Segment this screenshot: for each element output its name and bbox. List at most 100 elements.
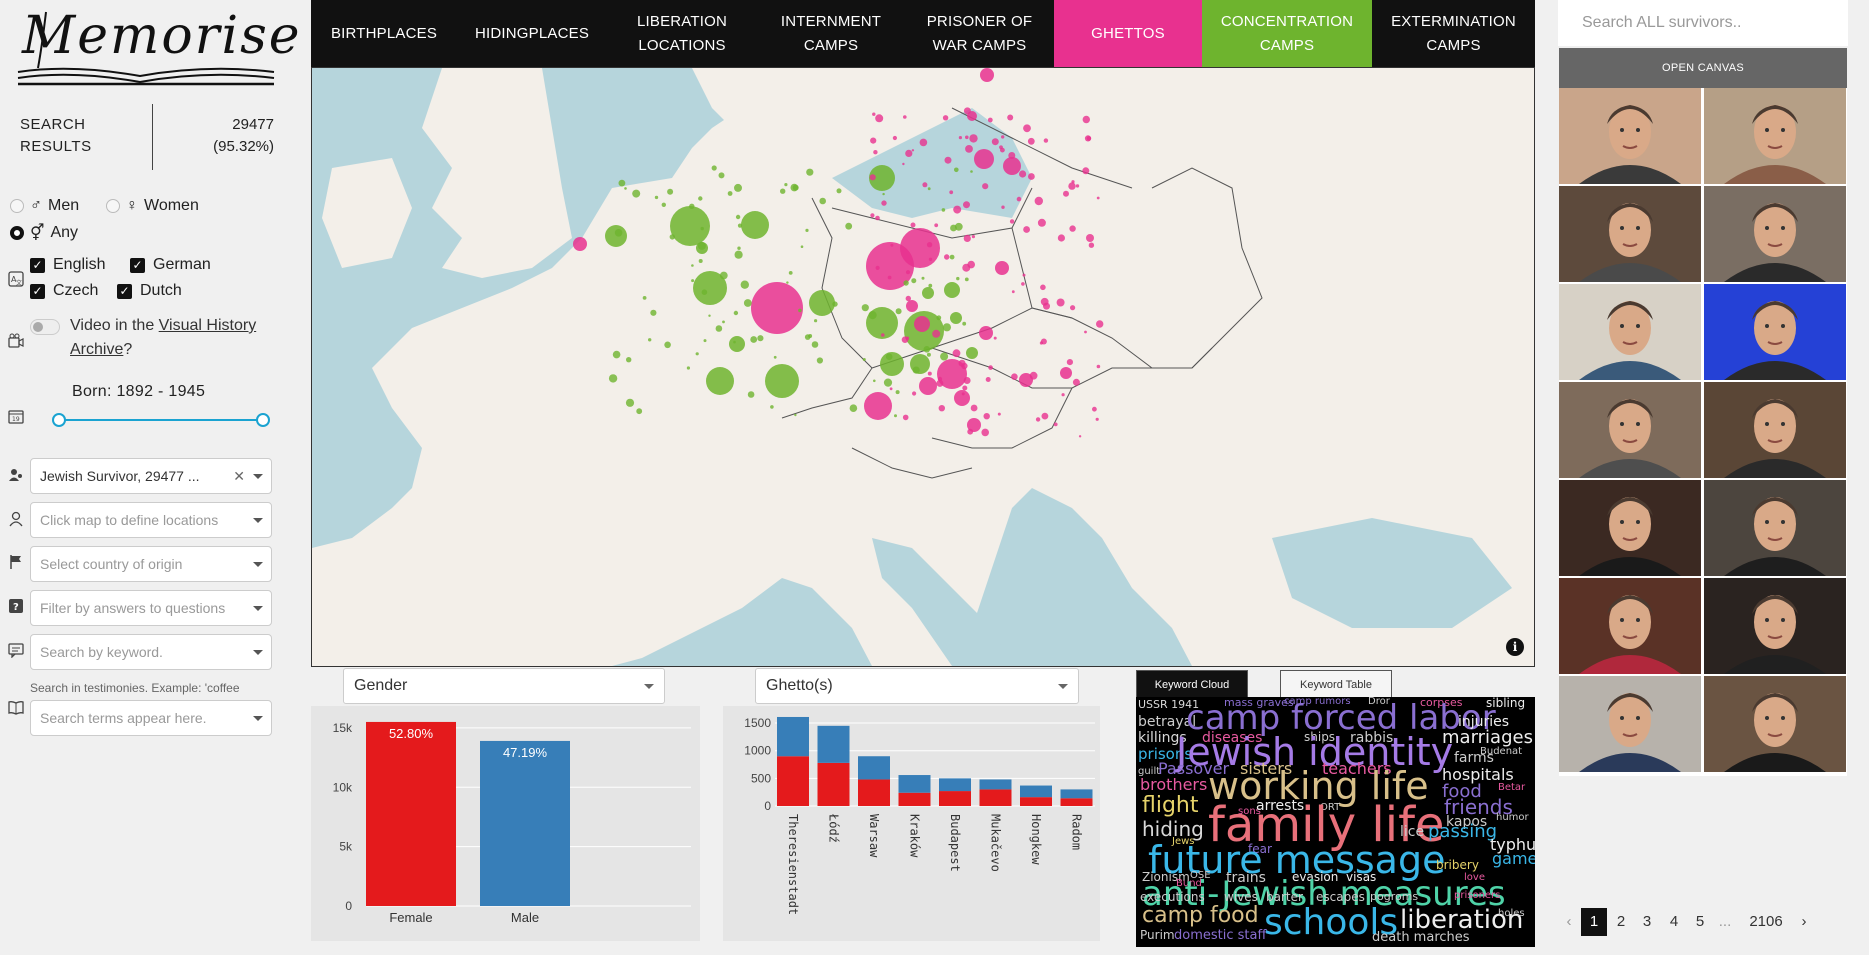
bar-segment[interactable] xyxy=(939,791,971,806)
keyword-cloud-word[interactable]: Purim xyxy=(1140,928,1175,942)
map-marker[interactable] xyxy=(1043,302,1050,310)
map-marker[interactable] xyxy=(932,329,941,338)
map-marker[interactable] xyxy=(963,107,971,115)
keyword-cloud-word[interactable]: USSR 1941 xyxy=(1138,698,1200,711)
bar-segment[interactable] xyxy=(1020,785,1052,798)
map-marker[interactable] xyxy=(798,308,802,313)
map-marker[interactable] xyxy=(806,168,814,176)
keyword-cloud-word[interactable]: Budenat xyxy=(1480,746,1523,757)
survivor-video-thumbnail[interactable] xyxy=(1559,480,1701,576)
keyword-cloud-word[interactable]: Dror xyxy=(1368,697,1390,707)
map-marker[interactable] xyxy=(912,366,920,374)
terms-select[interactable]: Search terms appear here. xyxy=(30,700,272,736)
survivor-video-thumbnail[interactable] xyxy=(1704,284,1846,380)
map-marker[interactable] xyxy=(636,408,643,415)
map-marker[interactable] xyxy=(942,323,952,332)
keyword-cloud-word[interactable]: schools xyxy=(1264,902,1399,943)
keyword-cloud-word[interactable]: teachers xyxy=(1322,759,1392,778)
keyword-cloud-word[interactable]: prisons xyxy=(1138,745,1193,763)
keyword-cloud-word[interactable]: guilt xyxy=(1138,766,1161,777)
map-marker[interactable] xyxy=(962,385,968,391)
map-marker[interactable] xyxy=(734,183,742,192)
map-marker[interactable] xyxy=(792,184,799,191)
map-marker[interactable] xyxy=(954,222,963,231)
radio-circle[interactable] xyxy=(106,199,120,213)
survivor-type-select[interactable]: Jewish Survivor, 29477 ... ✕ xyxy=(30,458,272,494)
map-marker[interactable] xyxy=(737,223,743,228)
map-marker[interactable] xyxy=(743,299,752,307)
map-marker[interactable] xyxy=(870,137,877,144)
map-marker[interactable] xyxy=(691,279,695,283)
chevron-down-icon[interactable] xyxy=(253,650,263,655)
keyword-cloud-word[interactable]: domestic staff xyxy=(1174,928,1267,943)
map-marker[interactable] xyxy=(1027,137,1035,145)
map-marker[interactable] xyxy=(1037,218,1046,227)
map-marker[interactable] xyxy=(901,336,909,344)
map-marker[interactable] xyxy=(747,391,755,398)
map-marker[interactable] xyxy=(737,246,741,250)
map-marker[interactable] xyxy=(698,259,703,263)
keyword-cloud-word[interactable]: Zionism xyxy=(1142,870,1190,884)
map-marker[interactable] xyxy=(849,404,858,413)
map-marker[interactable] xyxy=(1043,138,1049,143)
map-marker[interactable] xyxy=(963,234,971,242)
keyword-cloud-word[interactable]: liberation xyxy=(1400,905,1524,935)
keyword-cloud-word[interactable]: ORT xyxy=(1320,802,1341,813)
gender-chart-dropdown[interactable]: Gender xyxy=(343,668,665,704)
location-select[interactable]: Click map to define locations xyxy=(30,502,272,538)
radio-circle-selected[interactable] xyxy=(10,226,24,240)
map-marker[interactable] xyxy=(979,326,993,340)
map-marker[interactable] xyxy=(905,270,911,275)
pagination-page-4[interactable]: 4 xyxy=(1669,913,1679,930)
map-marker[interactable] xyxy=(612,350,621,359)
map-marker[interactable] xyxy=(910,222,916,228)
map-marker[interactable] xyxy=(1001,205,1005,209)
map-marker[interactable] xyxy=(816,357,823,364)
map-marker[interactable] xyxy=(706,367,734,395)
keyword-cloud-word[interactable]: mass graves xyxy=(1224,697,1294,709)
map-marker[interactable] xyxy=(650,309,657,316)
map-marker[interactable] xyxy=(894,414,897,418)
bar-segment[interactable] xyxy=(1060,798,1093,806)
ghetto-chart-dropdown[interactable]: Ghetto(s) xyxy=(755,668,1079,704)
keyword-cloud-word[interactable]: anti-Jewish measures xyxy=(1142,874,1506,914)
map-marker[interactable] xyxy=(819,197,826,205)
map-marker[interactable] xyxy=(1096,364,1101,369)
survivor-video-thumbnail[interactable] xyxy=(1704,88,1846,184)
map-marker[interactable] xyxy=(1068,182,1076,190)
keyword-cloud-word[interactable]: games xyxy=(1492,849,1535,868)
map-marker[interactable] xyxy=(715,325,723,332)
map-marker[interactable] xyxy=(1023,124,1031,133)
map-marker[interactable] xyxy=(875,114,884,123)
map-marker[interactable] xyxy=(962,321,967,326)
map-marker[interactable] xyxy=(869,165,895,191)
bar-segment[interactable] xyxy=(777,716,809,757)
map-marker[interactable] xyxy=(1078,435,1082,438)
keyword-cloud-word[interactable]: flight xyxy=(1142,793,1199,818)
map-marker[interactable] xyxy=(864,392,892,420)
map-marker[interactable] xyxy=(997,412,1001,416)
map-marker[interactable] xyxy=(1061,393,1065,397)
checkbox-checked[interactable]: ✓ xyxy=(30,257,45,273)
nav-internment-camps[interactable]: INTERNMENT CAMPS xyxy=(757,0,905,67)
map-marker[interactable] xyxy=(642,296,647,300)
born-slider-track[interactable] xyxy=(58,419,262,421)
map-marker[interactable] xyxy=(814,319,818,323)
map-marker[interactable] xyxy=(1063,190,1069,197)
map-marker[interactable] xyxy=(804,334,811,340)
map-marker[interactable] xyxy=(618,179,626,187)
map-marker[interactable] xyxy=(750,336,758,343)
map-marker[interactable] xyxy=(1072,378,1080,386)
map-marker[interactable] xyxy=(882,192,885,196)
keyword-cloud-word[interactable]: marriages xyxy=(1442,727,1533,748)
map-marker[interactable] xyxy=(983,413,990,420)
born-slider-min-handle[interactable] xyxy=(52,413,66,427)
map-marker[interactable] xyxy=(1069,225,1076,232)
keyword-cloud-word[interactable]: sisters xyxy=(1240,759,1293,778)
pagination-page-5[interactable]: 5 xyxy=(1695,913,1705,930)
bar[interactable] xyxy=(480,740,570,906)
keyword-cloud-word[interactable]: death marches xyxy=(1372,930,1470,945)
map-marker[interactable] xyxy=(693,271,727,305)
vha-toggle[interactable] xyxy=(30,319,60,335)
map-marker[interactable] xyxy=(689,203,695,209)
